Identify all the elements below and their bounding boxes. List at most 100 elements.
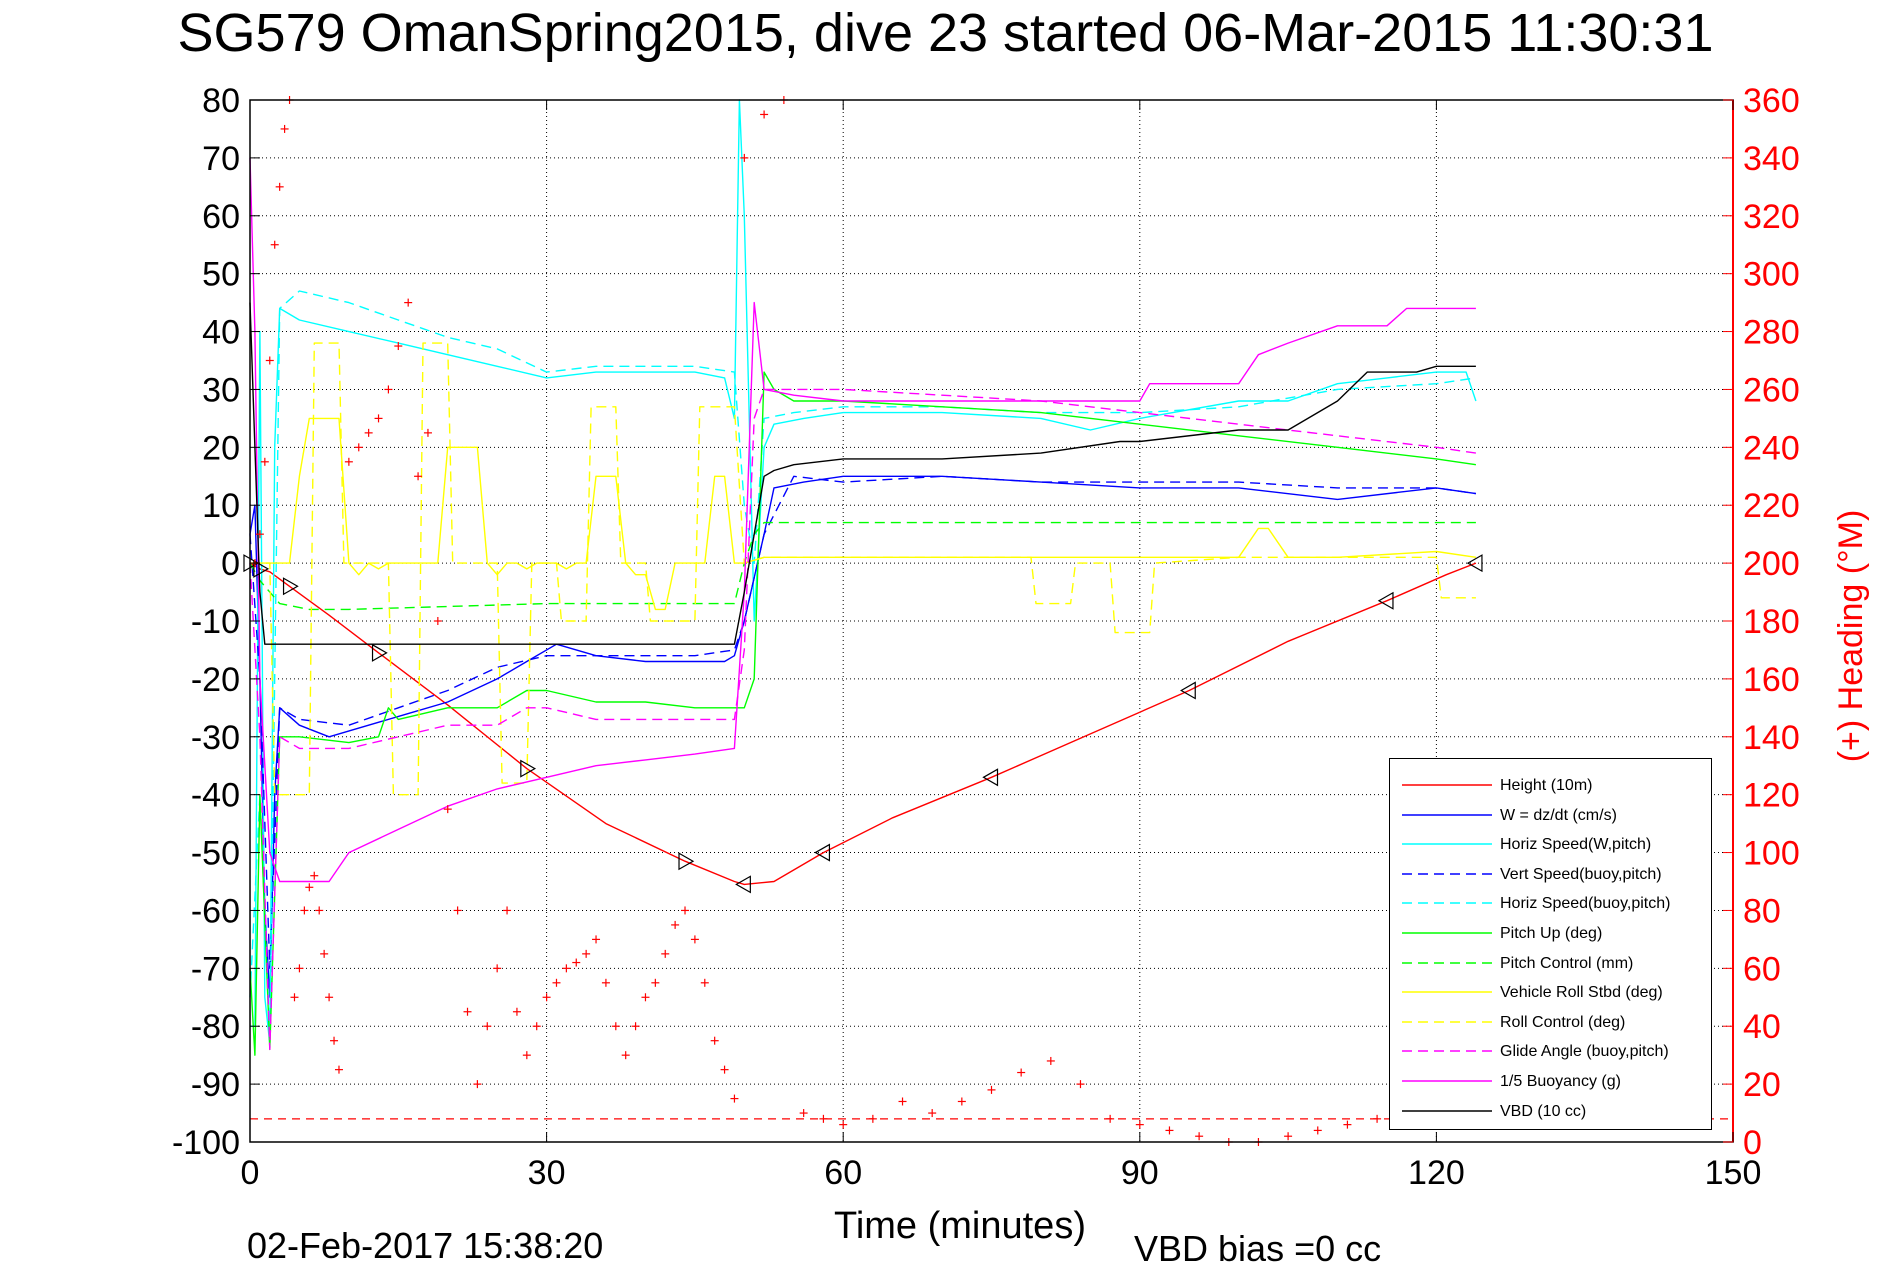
heading-point [671, 920, 680, 929]
heading-point [290, 993, 299, 1002]
heading-point [690, 935, 699, 944]
chart-title: SG579 OmanSpring2015, dive 23 started 06… [177, 3, 1714, 63]
axes [249, 99, 1734, 1143]
series-line-3 [249, 475, 1477, 969]
heading-point [661, 949, 670, 958]
legend-item: Vehicle Roll Stbd (deg) [1390, 978, 1711, 1006]
y-tick-label-right: 360 [1743, 82, 1800, 120]
y-tick-label-left: -50 [191, 835, 240, 873]
heading-point [1135, 1120, 1144, 1129]
y-tick-label-right: 180 [1743, 603, 1800, 641]
heading-point [330, 1036, 339, 1045]
tick-labels: 0 30 60 90 120 15080706050403020100-10-20-30-… [172, 82, 1800, 1192]
height-marker [253, 559, 270, 578]
heading-point [562, 964, 571, 973]
heading-point [740, 153, 749, 162]
footer-vbd-bias: VBD bias =0 cc [1134, 1228, 1382, 1269]
height-marker [735, 875, 751, 894]
heading-point [414, 472, 423, 481]
heading-point [710, 1036, 719, 1045]
x-axis-label: Time (minutes) [834, 1205, 1086, 1247]
heading-point [364, 428, 373, 437]
y-tick-label-left: -20 [191, 661, 240, 699]
heading-point [681, 906, 690, 915]
y-tick-label-right: 280 [1743, 314, 1800, 352]
y-tick-label-left: 50 [202, 256, 240, 294]
heading-point [572, 958, 581, 967]
series-line-4 [249, 290, 1477, 1039]
heading-point [325, 993, 334, 1002]
y-tick-label-right: 220 [1743, 487, 1800, 525]
heading-point [1195, 1132, 1204, 1141]
x-tick-label: 30 [528, 1154, 566, 1192]
heading-point [601, 978, 610, 987]
y-tick-label-right: 100 [1743, 835, 1800, 873]
heading-point [300, 906, 309, 915]
heading-point [354, 443, 363, 452]
heading-point [621, 1051, 630, 1060]
heading-point [928, 1109, 937, 1118]
legend-item: 1/5 Buoyancy (g) [1390, 1067, 1711, 1095]
heading-point [374, 414, 383, 423]
y-tick-label-right: 200 [1743, 545, 1800, 583]
y-tick-label-left: -30 [191, 719, 240, 757]
y-tick-label-right: 60 [1743, 950, 1781, 988]
heading-point [305, 883, 314, 892]
legend-item: Roll Control (deg) [1390, 1008, 1711, 1036]
x-tick-label: 120 [1408, 1154, 1465, 1192]
legend-label: Glide Angle (buoy,pitch) [1500, 1043, 1669, 1061]
heading-point [839, 1120, 848, 1129]
y-tick-label-right: 20 [1743, 1066, 1781, 1104]
legend-swatch [1402, 843, 1492, 845]
heading-point [987, 1085, 996, 1094]
series-line-5 [249, 371, 1477, 1056]
legend-item: Horiz Speed(W,pitch) [1390, 830, 1711, 858]
x-tick-label: 150 [1705, 1154, 1762, 1192]
y-tick-label-left: -40 [191, 777, 240, 815]
y-tick-label-right: 240 [1743, 429, 1800, 467]
y-tick-label-left: -70 [191, 950, 240, 988]
heading-point [1076, 1080, 1085, 1089]
heading-point [315, 906, 324, 915]
y-tick-label-right: 340 [1743, 140, 1800, 178]
heading-point [453, 906, 462, 915]
y-tick-label-left: 20 [202, 429, 240, 467]
height-marker [371, 643, 388, 662]
heading-point [1313, 1126, 1322, 1135]
series-line-6 [249, 521, 1476, 611]
y-tick-label-left: 40 [202, 314, 240, 352]
legend: Height (10m) W = dz/dt (cm/s) Horiz Speed(… [1389, 758, 1712, 1130]
y-tick-label-right: 160 [1743, 661, 1800, 699]
heading-point [260, 457, 269, 466]
legend-label: Pitch Up (deg) [1500, 925, 1603, 942]
heading-point [404, 298, 413, 307]
heading-point [473, 1080, 482, 1089]
series-line-9 [249, 388, 1477, 1051]
heading-point [631, 1022, 640, 1031]
y-tick-label-right: 320 [1743, 198, 1800, 236]
heading-point [592, 935, 601, 944]
heading-point [512, 1007, 521, 1016]
heading-point [275, 182, 284, 191]
series-line-8 [250, 342, 1476, 796]
heading-point [320, 949, 329, 958]
heading-point [310, 871, 319, 880]
y-tick-label-left: -90 [191, 1066, 240, 1104]
legend-item: W = dz/dt (cm/s) [1390, 801, 1711, 829]
y-tick-label-left: -60 [191, 892, 240, 930]
y-tick-label-left: -100 [172, 1124, 240, 1162]
heading-point [423, 428, 432, 437]
heading-layer [250, 96, 1441, 1146]
heading-point [1017, 1068, 1026, 1077]
y-tick-label-left: 60 [202, 198, 240, 236]
heading-point [483, 1022, 492, 1031]
y-tick-label-left: 10 [202, 487, 240, 525]
heading-point [799, 1109, 808, 1118]
heading-point [255, 530, 264, 539]
y-tick-label-left: -10 [191, 603, 240, 641]
heading-point [1046, 1056, 1055, 1065]
height-marker [282, 577, 299, 596]
height-marker [243, 554, 260, 573]
heading-point [957, 1097, 966, 1106]
